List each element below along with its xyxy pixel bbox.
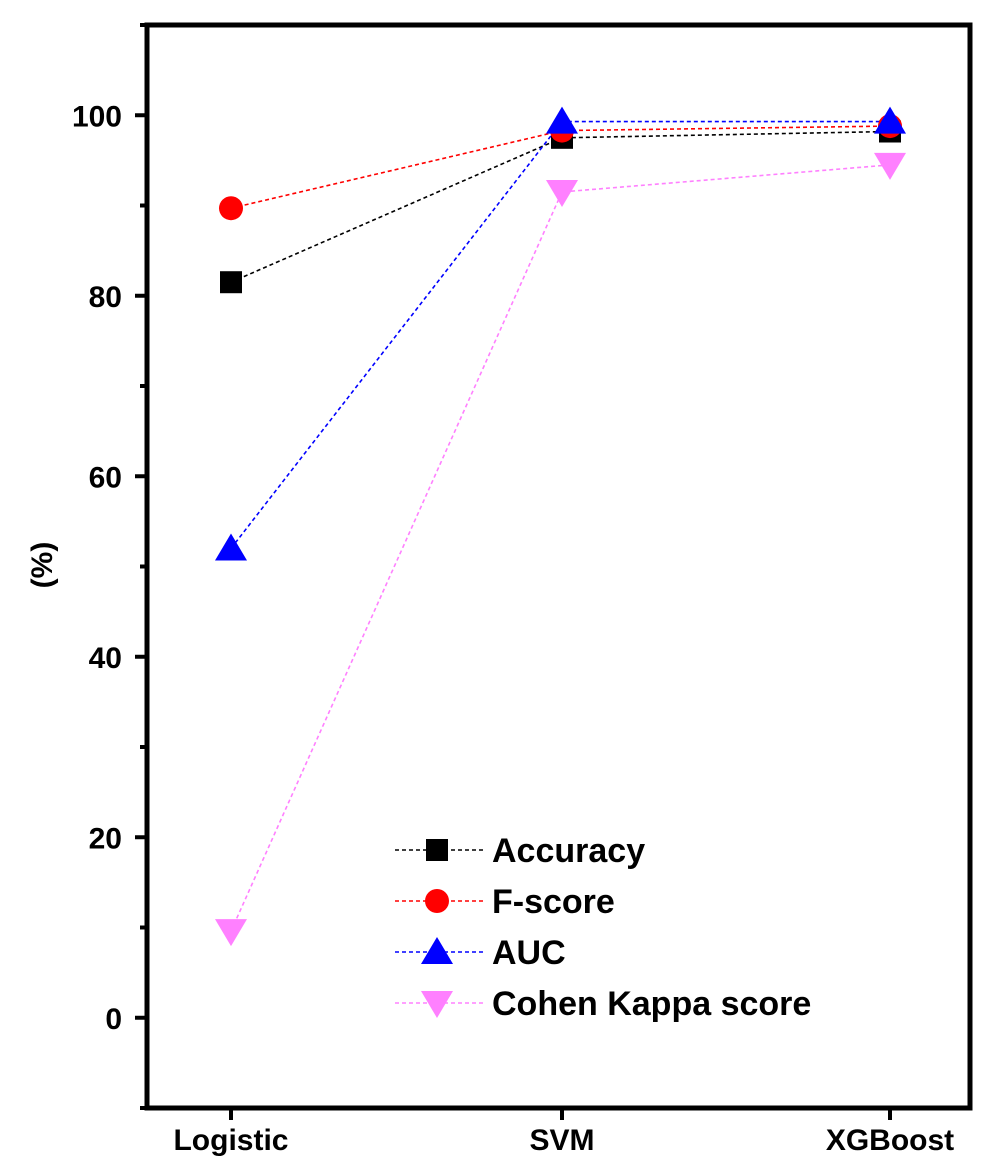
legend: Accuracy F-score AUC Cohen Kappa score	[395, 832, 811, 1023]
legend-label-auc: AUC	[492, 934, 566, 972]
y-axis-ticks: 0 20 40 60 80 100	[72, 23, 147, 1110]
data-point-f-score	[219, 196, 243, 221]
data-point-auc	[874, 106, 906, 134]
y-tick-label: 20	[89, 822, 122, 855]
y-tick-label: 0	[105, 1003, 122, 1036]
y-tick-label: 40	[89, 642, 122, 675]
legend-label-accuracy: Accuracy	[492, 832, 645, 870]
legend-marker-accuracy	[426, 839, 448, 861]
y-axis-label: (%)	[26, 542, 59, 589]
data-point-cohen-kappa-score	[546, 179, 578, 207]
data-point-cohen-kappa-score	[215, 919, 247, 947]
legend-label-f-score: F-score	[492, 883, 615, 921]
x-axis-ticks: Logistic SVM XGBoost	[173, 1108, 954, 1157]
legend-marker-auc	[421, 937, 453, 964]
y-tick-label: 80	[89, 281, 122, 314]
x-tick-label: XGBoost	[826, 1124, 954, 1157]
legend-marker-f-score	[425, 889, 449, 913]
data-point-cohen-kappa-score	[874, 152, 906, 180]
y-tick-label: 100	[72, 100, 122, 133]
series-line-cohen-kappa-score	[230, 164, 891, 932]
series-markers	[215, 106, 906, 947]
data-point-auc	[215, 533, 247, 561]
series-line-accuracy	[230, 130, 891, 283]
x-tick-label: Logistic	[173, 1124, 288, 1157]
data-point-accuracy	[220, 271, 242, 294]
legend-marker-cohen-kappa-score	[421, 991, 453, 1018]
y-tick-label: 60	[89, 461, 122, 494]
series-lines	[230, 120, 891, 932]
legend-label-cohen-kappa-score: Cohen Kappa score	[492, 985, 811, 1023]
data-point-auc	[546, 106, 578, 134]
x-tick-label: SVM	[529, 1124, 594, 1157]
